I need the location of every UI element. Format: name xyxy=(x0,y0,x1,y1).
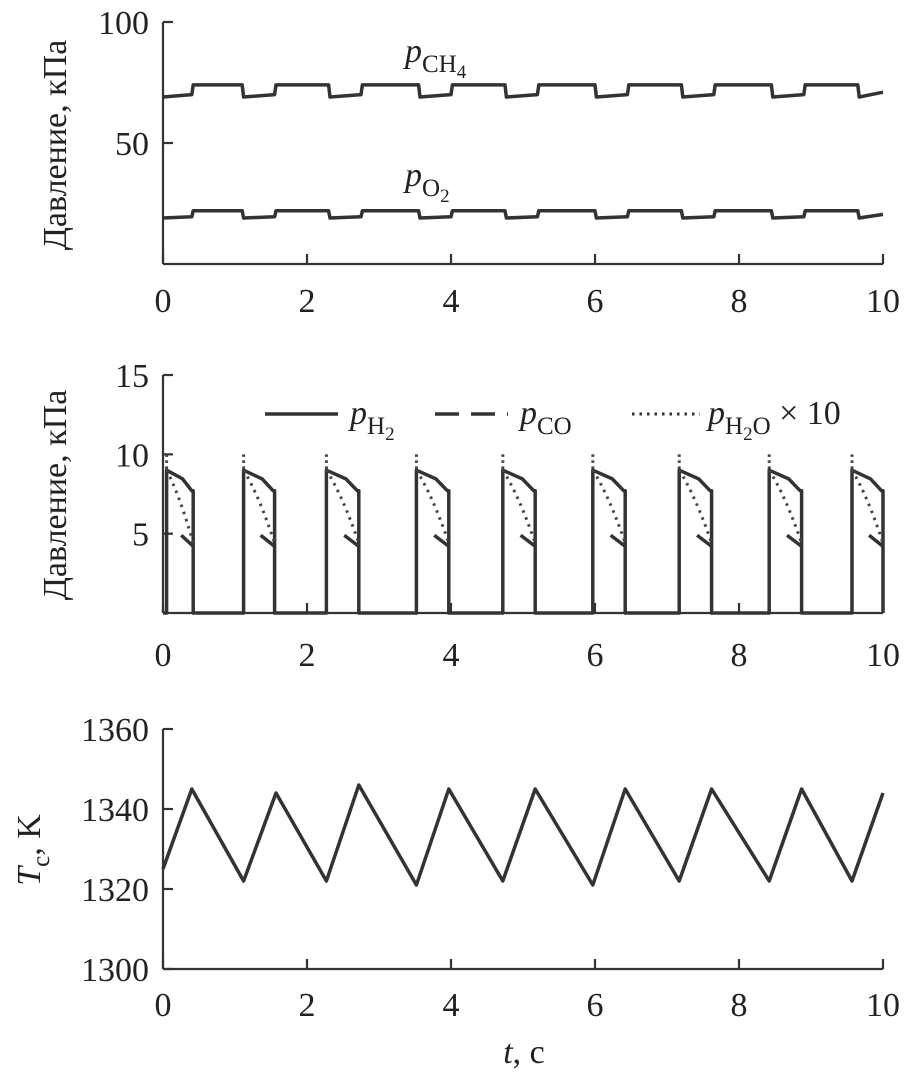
series-line-co xyxy=(259,533,276,548)
x-tick-label: 10 xyxy=(866,987,900,1024)
x-tick-label: 2 xyxy=(299,283,316,320)
x-axis-label: t, с xyxy=(503,1034,545,1071)
x-tick-label: 10 xyxy=(866,283,900,320)
legend-label-h2o: pH2O × 10 xyxy=(706,395,841,445)
legend-h2o-subsub: 2 xyxy=(743,424,753,445)
y-tick-label: 50 xyxy=(115,126,149,163)
y-tick-label: 10 xyxy=(115,437,149,474)
annotation-p-o2-base: p xyxy=(403,157,422,194)
legend-h2o-suffix: × 10 xyxy=(771,395,841,432)
x-tick-label: 0 xyxy=(155,987,172,1024)
y-axis-label-3-base: T xyxy=(11,865,48,886)
y-axis-label-1: Давление, кПа xyxy=(37,40,74,251)
y-tick-label: 15 xyxy=(115,358,149,395)
series-line-h2 xyxy=(163,468,885,615)
series-line-tc xyxy=(161,783,885,887)
x-axis-label-base: t xyxy=(503,1034,514,1071)
series-line-h2o xyxy=(325,469,361,544)
series-line-co xyxy=(695,533,713,548)
legend-label-h2: pH2 xyxy=(348,395,395,445)
y-tick-label: 5 xyxy=(132,517,149,554)
series-line-o2 xyxy=(162,209,884,220)
series-line-h2o xyxy=(850,469,885,544)
axes-1: 0 2 4 6 8 10 50 100 xyxy=(98,5,900,320)
x-tick-label: 10 xyxy=(866,637,900,674)
x-tick-label: 8 xyxy=(731,283,748,320)
x-tick-label: 8 xyxy=(731,987,748,1024)
legend-h2-subsub: 2 xyxy=(385,424,395,445)
y-axis-label-2: Давление, кПа xyxy=(37,390,74,601)
series-line-co xyxy=(180,533,195,548)
series-line-co xyxy=(433,533,450,548)
series-line-h2o xyxy=(501,469,537,544)
legend-h2-sub: H xyxy=(367,413,385,440)
x-axis-label-rest: , с xyxy=(513,1034,545,1071)
legend-h2o-sub2: O xyxy=(753,413,771,440)
y-tick-label: 1360 xyxy=(81,712,149,749)
legend-co-sub: CO xyxy=(537,413,572,440)
x-tick-label: 4 xyxy=(443,987,460,1024)
annotation-p-o2-subsub: 2 xyxy=(440,186,450,207)
series-line-h2o xyxy=(677,469,714,544)
x-tick-label: 0 xyxy=(155,283,172,320)
series-line-co xyxy=(609,533,627,548)
x-tick-label: 6 xyxy=(587,987,604,1024)
series-line-co xyxy=(343,533,360,548)
series-line-co xyxy=(785,533,803,548)
legend-h2o-sub: H xyxy=(725,413,743,440)
x-tick-label: 4 xyxy=(443,283,460,320)
x-tick-label: 4 xyxy=(443,637,460,674)
plot-area-3 xyxy=(161,783,885,887)
y-axis-label-3-sub: c xyxy=(28,856,55,867)
annotation-p-ch4-subsub: 4 xyxy=(457,62,467,83)
temperature-panel: Tc, K 0 2 4 6 8 10 1300 1320 1340 1360 t, с xyxy=(11,712,900,1071)
series-line-co xyxy=(867,533,885,548)
legend-h2o-base: p xyxy=(706,395,725,432)
series-line-ch4 xyxy=(162,83,884,99)
legend-h2-base: p xyxy=(348,395,367,432)
y-axis-label-3-rest: , K xyxy=(11,814,48,856)
y-tick-label: 1340 xyxy=(81,792,149,829)
x-tick-label: 8 xyxy=(731,637,748,674)
annotation-p-ch4-sub: CH xyxy=(422,51,457,78)
y-tick-label: 1300 xyxy=(81,952,149,989)
axes-3: 0 2 4 6 8 10 1300 1320 1340 1360 xyxy=(81,712,900,1024)
annotation-p-ch4-base: p xyxy=(403,33,422,70)
x-tick-label: 6 xyxy=(587,637,604,674)
x-tick-label: 6 xyxy=(587,283,604,320)
series-line-h2o xyxy=(591,469,627,544)
y-tick-label: 1320 xyxy=(81,872,149,909)
series-line-h2o xyxy=(767,469,804,544)
legend: pH2 pCO pH2O × 10 xyxy=(265,395,841,445)
x-tick-label: 0 xyxy=(155,637,172,674)
series-line-h2o xyxy=(242,469,277,544)
annotation-p-ch4: pCH4 xyxy=(403,33,467,83)
series-line-h2o xyxy=(415,469,451,544)
plot-area-1 xyxy=(162,83,884,220)
series-line-co xyxy=(519,533,537,548)
x-tick-label: 2 xyxy=(299,637,316,674)
legend-label-co: pCO xyxy=(518,395,572,440)
legend-co-base: p xyxy=(518,395,537,432)
y-tick-label: 100 xyxy=(98,5,149,42)
series-line-h2o xyxy=(165,469,195,544)
x-tick-label: 2 xyxy=(299,987,316,1024)
annotation-p-o2: pO2 xyxy=(403,157,450,207)
plot-area-2 xyxy=(163,454,885,615)
annotation-p-o2-sub: O xyxy=(422,175,440,202)
y-axis-label-3: Tc, K xyxy=(11,814,55,886)
